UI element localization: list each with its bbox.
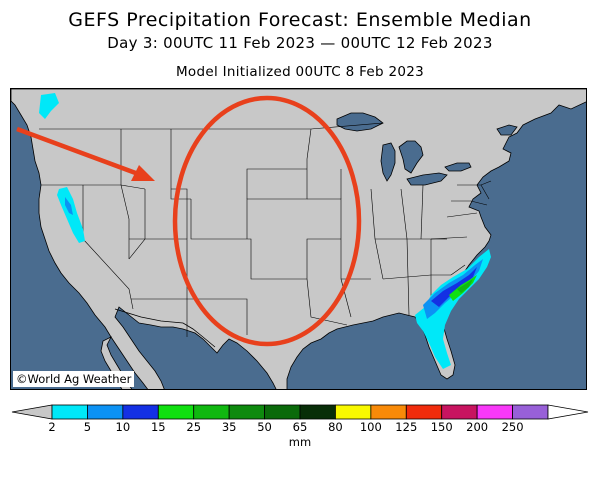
mexico-border [114,308,216,348]
legend-tick-label: 2 [48,420,56,434]
legend-tick-label: 10 [115,420,131,434]
annotation-arrow [16,126,155,181]
precip-sierra-core [65,197,73,215]
precip-southeast-heavy [431,267,477,307]
color-bar [11,404,589,420]
legend-swatch [512,404,549,420]
legend-tick-label: 250 [501,420,524,434]
legend-tick-label: 100 [359,420,382,434]
legend-unit: mm [288,435,312,449]
precip-legend: 2 5 10 15 25 35 50 65 80 100 125 150 200 250 mm [10,404,590,464]
state-boundaries [39,122,492,337]
legend-swatch [228,404,265,420]
legend-swatch [87,404,124,420]
legend-swatch [335,404,372,420]
legend-tick-label: 5 [83,420,92,434]
legend-swatch [264,404,301,420]
precip-sierra-nevada [57,187,85,243]
legend-tick-label: 25 [186,420,202,434]
legend-tick-label: 65 [292,420,308,434]
baja-california [100,336,133,389]
precip-pnw [39,93,59,119]
legend-swatch [476,404,513,420]
valid-period: Day 3: 00UTC 11 Feb 2023 — 00UTC 12 Feb … [107,34,493,52]
legend-swatch [122,404,159,420]
precip-carolinas-darkgreen [457,279,473,293]
map-canvas [11,89,586,389]
great-lakes [336,112,518,186]
legend-swatch [157,404,195,420]
legend-tick-label: 150 [430,420,453,434]
legend-swatch [299,404,336,420]
north-america-land [11,89,586,389]
legend-tick-label: 15 [150,420,166,434]
legend-tick-label: 80 [328,420,343,434]
legend-high-end [547,404,589,420]
legend-low-end [11,404,53,420]
legend-tick-label: 125 [395,420,418,434]
legend-tick-label: 50 [257,420,272,434]
legend-swatch [370,404,407,420]
legend-tick-label: 35 [221,420,237,434]
map-title: GEFS Precipitation Forecast: Ensemble Me… [68,9,532,31]
map-credit: ©World Ag Weather [13,371,135,387]
model-init-time: Model Initialized 00UTC 8 Feb 2023 [175,64,425,80]
legend-swatch [441,404,478,420]
annotation-ellipse [172,95,362,347]
legend-swatch [193,404,230,420]
legend-swatch [51,404,88,420]
legend-tick-label: 200 [466,420,489,434]
legend-swatch [405,404,443,420]
precipitation-map: ©World Ag Weather [10,88,587,390]
